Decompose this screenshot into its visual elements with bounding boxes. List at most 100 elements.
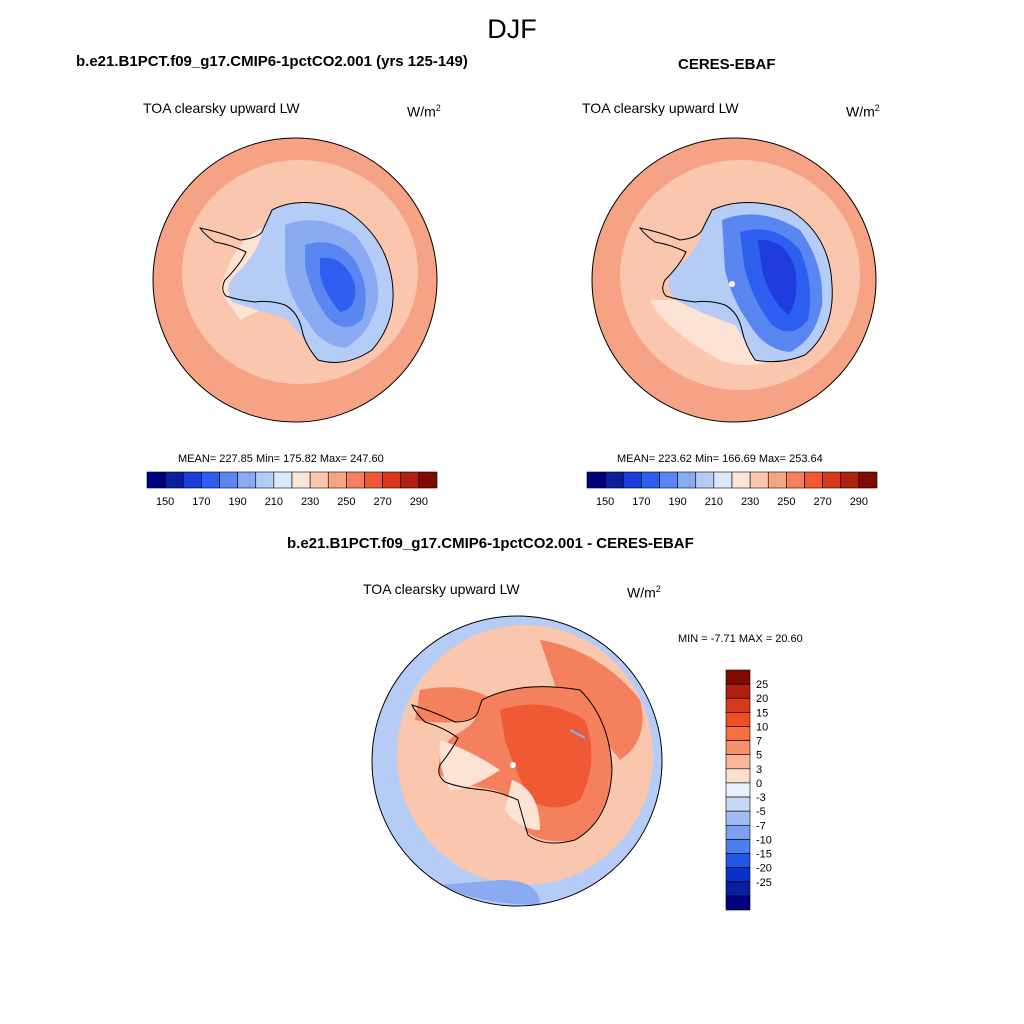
- diff-pale-ronne: [505, 780, 540, 830]
- obs-colorbar-swatch: [858, 471, 878, 489]
- obs-units-label: W/m2: [846, 103, 880, 120]
- diff-colorbar: 25 20 15 10 7 5 3 0 -3 -5 -7 -10 -15 -20 -25: [725, 669, 772, 911]
- obs-colorbar-tick-label: 170: [632, 496, 650, 508]
- model-colorbar-tick-label: 250: [337, 496, 355, 508]
- model-units-label: W/m2: [407, 103, 441, 120]
- model-coastline: [198, 202, 394, 363]
- diff-colorbar-swatch: [725, 712, 751, 727]
- diff-colorbar-swatch: [725, 881, 751, 897]
- obs-colorbar-tick-label: 150: [596, 496, 614, 508]
- obs-colorbar-swatch: [677, 471, 697, 489]
- model-colorbar-swatch: [146, 471, 166, 489]
- model-colorbar-swatch: [182, 471, 202, 489]
- obs-polar-map: [592, 138, 876, 422]
- model-colorbar-swatch: [273, 471, 293, 489]
- model-colorbar-tick-label: 150: [156, 496, 174, 508]
- diff-colorbar-swatch: [725, 754, 751, 770]
- obs-ice-deep: [758, 239, 797, 315]
- model-colorbar-tick-label: 290: [410, 496, 428, 508]
- diff-polar-map: [372, 616, 662, 906]
- diff-colorbar-swatch: [725, 824, 751, 840]
- model-colorbar-swatch: [418, 471, 438, 489]
- diff-panel-title: b.e21.B1PCT.f09_g17.CMIP6-1pctCO2.001 - …: [287, 535, 694, 552]
- diff-colorbar-tick-label: 3: [756, 764, 762, 776]
- diff-colorbar-swatch: [725, 726, 751, 741]
- diff-colorbar-tick-label: -25: [756, 877, 772, 889]
- obs-colorbar-swatch: [804, 471, 823, 489]
- page-title: DJF: [487, 14, 537, 44]
- model-colorbar-swatch: [201, 471, 220, 489]
- diff-colorbar-swatch: [725, 895, 751, 911]
- model-colorbar-swatch: [382, 471, 402, 489]
- diff-colorbar-swatch: [725, 782, 751, 798]
- model-map-border: [152, 137, 438, 423]
- diff-colorbar-tick-label: 0: [756, 778, 762, 790]
- model-variable-label: TOA clearsky upward LW: [143, 100, 300, 116]
- diff-colorbar-tick-label: 7: [756, 736, 762, 748]
- model-colorbar-swatch: [219, 471, 238, 489]
- model-colorbar-tick-label: 210: [265, 496, 283, 508]
- model-colorbar-swatch: [309, 471, 329, 489]
- diff-colorbar-tick-label: 15: [756, 707, 768, 719]
- model-colorbar-swatch: [291, 471, 311, 489]
- diff-colorbar-swatch: [725, 796, 751, 812]
- obs-coastline: [638, 202, 833, 363]
- obs-panel-title: CERES-EBAF: [678, 56, 776, 73]
- diff-colorbar-tick-label: 25: [756, 679, 768, 691]
- diff-colorbar-swatch: [725, 810, 751, 826]
- diff-colorbar-tick-label: -20: [756, 863, 772, 875]
- diff-map-border: [371, 615, 663, 907]
- model-colorbar-tick-label: 230: [301, 496, 319, 508]
- diff-colorbar-swatch: [725, 697, 751, 713]
- diff-warm-patch-north: [540, 640, 643, 760]
- diff-colorbar-swatch: [725, 853, 751, 868]
- model-stats: MEAN= 227.85 Min= 175.82 Max= 247.60: [178, 453, 384, 465]
- obs-colorbar-tick-label: 230: [741, 496, 759, 508]
- obs-colorbar-swatch: [695, 471, 715, 489]
- obs-colorbar-swatch: [731, 471, 751, 489]
- obs-colorbar-tick-label: 250: [777, 496, 795, 508]
- model-colorbar-swatch: [164, 471, 184, 489]
- diff-colorbar-tick-label: 20: [756, 693, 768, 705]
- model-colorbar-tick-label: 170: [192, 496, 210, 508]
- model-polar-map: [153, 138, 437, 422]
- obs-colorbar-swatch: [822, 471, 842, 489]
- model-colorbar: 150 170 190 210 230 250 270 290: [146, 471, 438, 508]
- obs-colorbar-swatch: [641, 471, 660, 489]
- model-colorbar-swatch: [237, 471, 257, 489]
- obs-colorbar-swatch: [622, 471, 642, 489]
- obs-colorbar-swatch: [713, 471, 733, 489]
- obs-colorbar-swatch: [786, 471, 805, 489]
- obs-stats: MEAN= 223.62 Min= 166.69 Max= 253.64: [617, 453, 823, 465]
- obs-colorbar-swatch: [840, 471, 860, 489]
- obs-map-border: [591, 137, 877, 423]
- diff-colorbar-tick-label: -10: [756, 834, 772, 846]
- diff-colorbar-tick-label: 5: [756, 750, 762, 762]
- diff-colorbar-tick-label: -5: [756, 806, 766, 818]
- model-colorbar-swatch: [346, 471, 365, 489]
- diff-small-blue-streak: [569, 729, 586, 739]
- diff-colorbar-tick-label: -7: [756, 820, 766, 832]
- model-colorbar-swatch: [255, 471, 275, 489]
- obs-colorbar-swatch: [749, 471, 769, 489]
- diff-pale-ross: [439, 740, 500, 790]
- obs-colorbar-swatch: [604, 471, 624, 489]
- model-colorbar-swatch: [327, 471, 347, 489]
- obs-variable-label: TOA clearsky upward LW: [582, 100, 739, 116]
- diff-colorbar-swatch: [725, 683, 751, 699]
- obs-colorbar-swatch: [659, 471, 678, 489]
- obs-colorbar-swatch: [767, 471, 787, 489]
- diff-colorbar-swatch: [725, 867, 751, 883]
- model-colorbar-tick-label: 270: [373, 496, 391, 508]
- diff-variable-label: TOA clearsky upward LW: [363, 581, 520, 597]
- diff-colorbar-swatch: [725, 740, 751, 756]
- diff-coastline: [411, 686, 613, 844]
- diff-colorbar-tick-label: -15: [756, 849, 772, 861]
- obs-colorbar-tick-label: 210: [705, 496, 723, 508]
- model-panel-title: b.e21.B1PCT.f09_g17.CMIP6-1pctCO2.001 (y…: [76, 53, 468, 70]
- diff-colorbar-tick-label: 10: [756, 721, 768, 733]
- diff-colorbar-tick-label: -3: [756, 792, 766, 804]
- diff-colorbar-swatch: [725, 839, 751, 854]
- obs-colorbar-tick-label: 290: [850, 496, 868, 508]
